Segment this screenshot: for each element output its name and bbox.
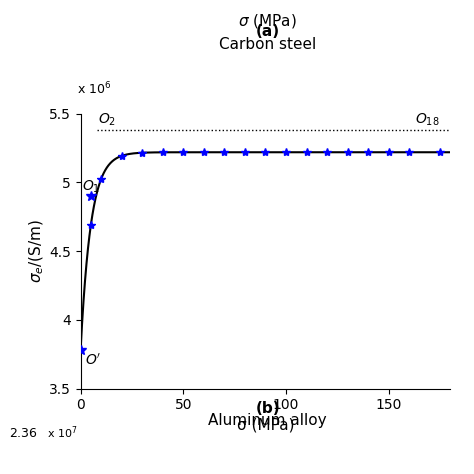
Text: $\sigma$ (MPa): $\sigma$ (MPa) [238,12,297,30]
X-axis label: σ (MPa): σ (MPa) [237,418,294,433]
Text: $O_2$: $O_2$ [98,112,116,128]
Text: Carbon steel: Carbon steel [219,37,317,52]
Text: x $10^7$: x $10^7$ [47,424,78,441]
Text: $O'$: $O'$ [85,353,101,368]
Text: (b): (b) [255,401,280,416]
Text: $O_{18}$: $O_{18}$ [415,112,440,128]
Text: Aluminum alloy: Aluminum alloy [209,413,327,428]
Text: $2.36$: $2.36$ [9,427,38,439]
Text: x $10^6$: x $10^6$ [77,81,111,97]
Y-axis label: $\sigma_e$/(S/m): $\sigma_e$/(S/m) [28,219,46,283]
Text: $O_1$: $O_1$ [82,179,100,195]
Text: (a): (a) [256,24,280,39]
